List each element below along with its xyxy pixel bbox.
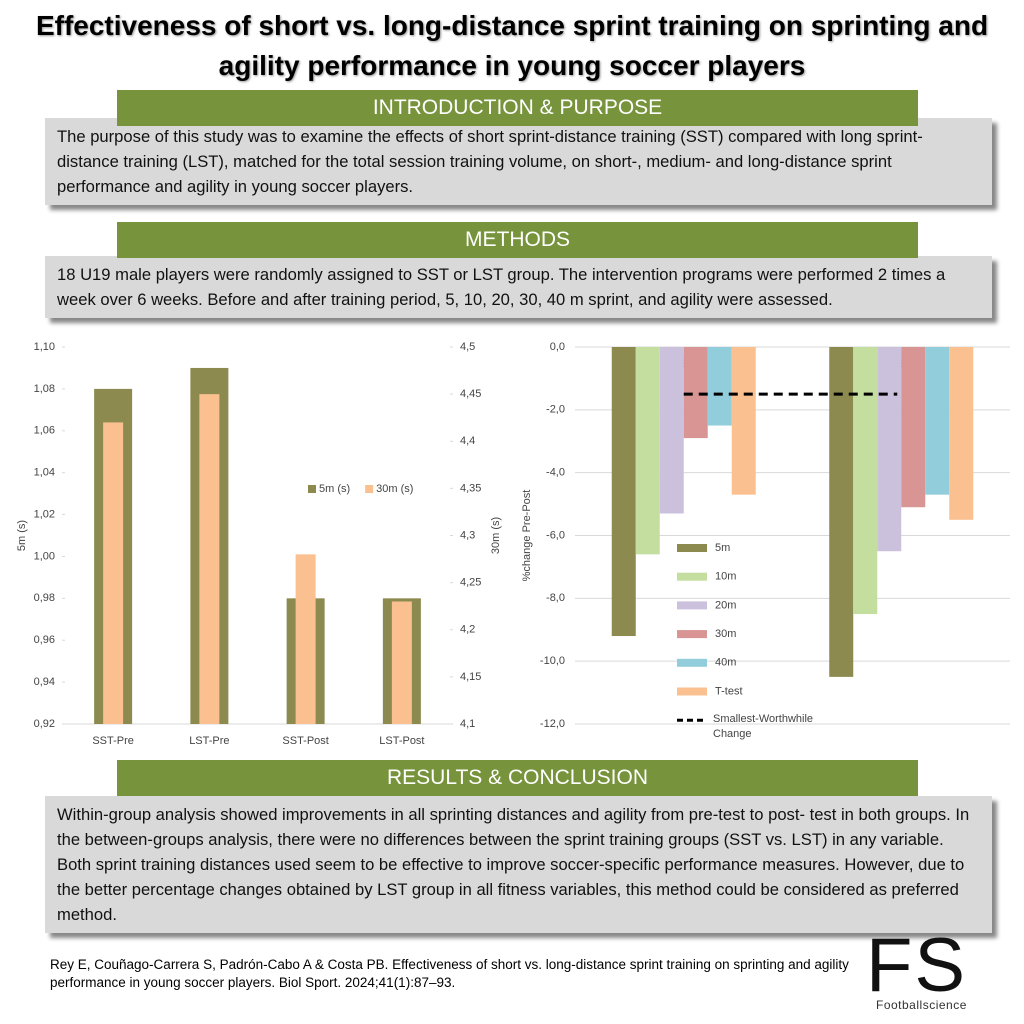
x-tick-label: SST-Post (282, 735, 328, 747)
bar (103, 422, 124, 724)
bar (731, 347, 756, 495)
logo-mark: FS (866, 923, 968, 1008)
section-heading: METHODS (117, 222, 918, 258)
y2-axis-label: 30m (s) (490, 517, 502, 554)
y2-tick-label: 4,3 (460, 529, 475, 541)
y-tick-label: 1,06 (34, 425, 55, 437)
legend-swatch (365, 485, 374, 493)
legend-swatch (308, 485, 316, 493)
bar (829, 347, 854, 677)
y-tick-label: 1,00 (34, 550, 55, 562)
section-heading: RESULTS & CONCLUSION (117, 760, 918, 796)
y-tick-label: 1,10 (34, 341, 55, 353)
bar (611, 347, 636, 637)
y-tick-label: 0,92 (34, 718, 55, 730)
legend-swatch (677, 572, 707, 581)
y2-tick-label: 4,4 (460, 435, 475, 447)
y-tick-label: 0,94 (34, 676, 55, 688)
bar (295, 554, 316, 724)
section-text: Within-group analysis showed improvement… (45, 796, 992, 933)
legend-label: 20m (715, 599, 736, 611)
section-text: 18 U19 male players were randomly assign… (45, 256, 992, 318)
legend-swatch (677, 630, 707, 639)
section-text: The purpose of this study was to examine… (45, 118, 992, 205)
legend-label: 30m (715, 628, 736, 640)
y-tick-label: -8,0 (546, 592, 565, 604)
y-axis-label: 5m (s) (16, 520, 28, 551)
y-tick-label: 0,96 (34, 634, 55, 646)
y-tick-label: 1,04 (34, 467, 55, 479)
y-tick-label: 1,08 (34, 383, 55, 395)
bar (635, 347, 660, 555)
y2-tick-label: 4,2 (460, 624, 475, 636)
legend-label: 5m (s) (319, 483, 350, 495)
legend-label: 40m (715, 657, 736, 669)
bar (901, 347, 926, 508)
y2-tick-label: 4,35 (460, 482, 481, 494)
bar (707, 347, 732, 426)
legend-swatch (677, 601, 707, 610)
citation: Rey E, Couñago-Carrera S, Padrón-Cabo A … (50, 957, 849, 990)
y2-tick-label: 4,45 (460, 388, 481, 400)
y-axis-label: %change Pre-Post (521, 490, 533, 582)
bar (877, 347, 902, 552)
y-tick-label: -2,0 (546, 404, 565, 416)
y2-tick-label: 4,5 (460, 341, 475, 353)
bar (683, 347, 708, 439)
x-tick-label: LST-Pre (189, 735, 229, 747)
legend-swatch (677, 544, 707, 552)
legend-swatch (677, 658, 707, 667)
legend-label: 5m (715, 542, 730, 554)
legend-label: 10m (715, 571, 736, 583)
legend-label-box: Smallest-Worthwhile Change (713, 713, 814, 741)
y-tick-label: -6,0 (546, 529, 565, 541)
y2-tick-label: 4,15 (460, 671, 481, 683)
y2-tick-label: 4,1 (460, 718, 475, 730)
bar (199, 394, 220, 724)
y-tick-label: -12,0 (540, 718, 565, 730)
bar (659, 347, 684, 514)
bar (925, 347, 950, 495)
legend-label: 30m (s) (376, 483, 413, 495)
y-tick-label: -4,0 (546, 467, 565, 479)
y-tick-label: 0,0 (550, 341, 565, 353)
legend-label: Smallest-Worthwhile Change (713, 713, 814, 741)
y-tick-label: 0,98 (34, 592, 55, 604)
bar (949, 347, 974, 520)
x-tick-label: SST-Pre (92, 735, 134, 747)
bar (391, 601, 412, 724)
y2-tick-label: 4,25 (460, 577, 481, 589)
y-tick-label: -10,0 (540, 655, 565, 667)
bar (853, 347, 878, 615)
page-title: Effectiveness of short vs. long-distance… (35, 10, 989, 81)
section-heading: INTRODUCTION & PURPOSE (117, 90, 918, 126)
y-tick-label: 1,02 (34, 508, 55, 520)
legend-swatch (677, 687, 707, 696)
x-tick-label: LST-Post (379, 735, 424, 747)
logo-name: Footballscience (876, 998, 967, 1012)
legend-label: T-test (715, 685, 743, 697)
